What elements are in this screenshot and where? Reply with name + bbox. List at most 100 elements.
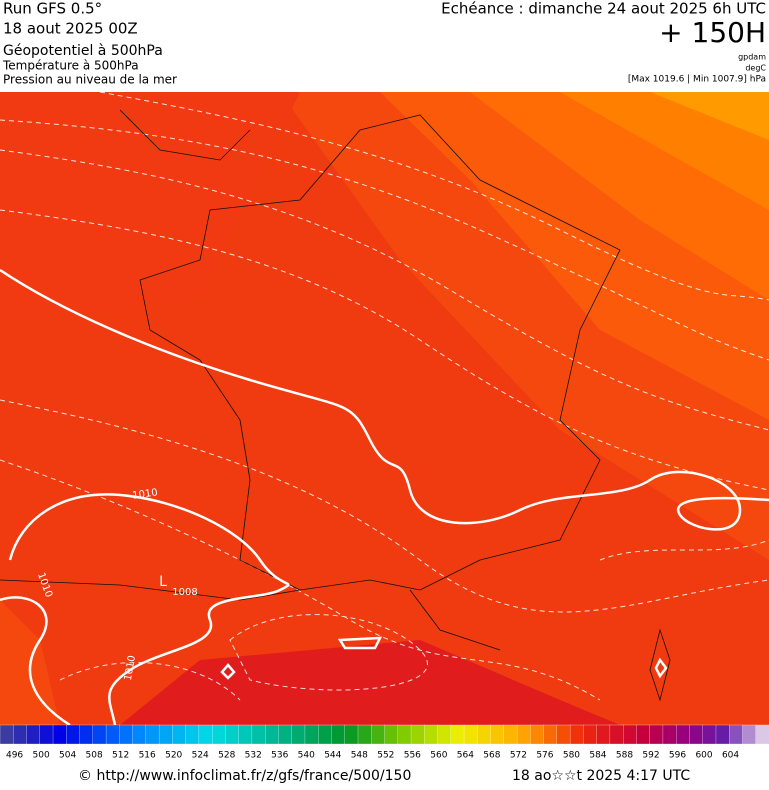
scale-label: 576 — [536, 751, 553, 761]
scale-swatch — [397, 724, 412, 745]
scale-label: 552 — [377, 751, 394, 761]
scale-label: 524 — [192, 751, 209, 761]
scale-swatch — [13, 724, 28, 745]
scale-swatch — [729, 724, 744, 745]
generated-time: 18 ao☆☆t 2025 4:17 UTC — [512, 768, 690, 784]
field-pressure: Pression au niveau de la mer — [3, 73, 177, 87]
scale-swatch — [477, 724, 492, 745]
scale-label: 540 — [298, 751, 315, 761]
scale-swatch — [278, 724, 293, 745]
scale-swatch — [79, 724, 94, 745]
scale-label: 604 — [722, 751, 739, 761]
scale-label: 528 — [218, 751, 235, 761]
temp-band — [120, 640, 620, 725]
lead-time: + 150H — [659, 16, 766, 49]
scale-swatch — [410, 724, 425, 745]
temp-band — [650, 92, 769, 140]
scale-label: 508 — [86, 751, 103, 761]
scale-swatch — [26, 724, 41, 745]
scale-label: 560 — [430, 751, 447, 761]
contour-label: 1010 — [123, 655, 138, 682]
country-borders — [0, 109, 671, 702]
scale-label: 532 — [245, 751, 262, 761]
scale-label: 588 — [616, 751, 633, 761]
scale-swatch — [318, 724, 333, 745]
scale-label: 600 — [695, 751, 712, 761]
temp-band — [560, 92, 769, 210]
scale-swatch — [556, 724, 571, 745]
unit-geo: gpdam — [738, 53, 766, 62]
scale-swatch — [132, 724, 147, 745]
scale-swatch — [265, 724, 280, 745]
scale-swatch — [105, 724, 120, 745]
scale-label: 572 — [510, 751, 527, 761]
scale-label: 512 — [112, 751, 129, 761]
scale-swatch — [357, 724, 372, 745]
scale-label: 544 — [324, 751, 341, 761]
scale-swatch — [755, 724, 769, 745]
scale-swatch — [39, 724, 54, 745]
run-title: Run GFS 0.5° — [3, 0, 102, 18]
scale-swatch — [158, 724, 174, 745]
scale-swatch — [530, 724, 545, 745]
scale-swatch — [662, 724, 677, 745]
geopotential-contours — [0, 92, 769, 701]
scale-swatch — [715, 724, 730, 745]
scale-swatch — [676, 724, 691, 745]
temp-band — [0, 92, 300, 320]
scale-swatch — [596, 724, 611, 745]
scale-swatch — [304, 724, 319, 745]
contour-label: L — [159, 574, 167, 590]
scale-swatch — [490, 724, 505, 745]
scale-swatch — [145, 724, 160, 745]
scale-swatch — [251, 724, 266, 745]
unit-temp: degC — [745, 64, 766, 73]
scale-swatch — [384, 724, 399, 745]
contour-label: 1008 — [172, 587, 197, 598]
scale-label: 564 — [457, 751, 474, 761]
scale-label: 568 — [483, 751, 500, 761]
valid-time: Echéance : dimanche 24 aout 2025 6h UTC — [441, 0, 766, 18]
scale-label: 556 — [404, 751, 421, 761]
scale-label: 516 — [139, 751, 156, 761]
scale-swatch — [569, 724, 585, 745]
scale-swatch — [291, 724, 306, 745]
scale-label: 548 — [351, 751, 368, 761]
scale-label: 520 — [165, 751, 182, 761]
field-main: Géopotentiel à 500hPa — [3, 43, 163, 59]
scale-label: 500 — [33, 751, 50, 761]
scale-swatch — [172, 724, 187, 745]
scale-swatch — [331, 724, 346, 745]
scale-swatch — [516, 724, 531, 745]
scale-label: 584 — [589, 751, 606, 761]
scale-swatch — [636, 724, 651, 745]
map — [0, 92, 769, 725]
field-temp: Température à 500hPa — [2, 59, 139, 73]
scale-label: 536 — [271, 751, 288, 761]
scale-swatch — [185, 724, 200, 745]
scale-label: 496 — [6, 751, 23, 761]
scale-swatch — [344, 724, 359, 745]
scale-swatch — [225, 724, 240, 745]
pressure-range: [Max 1019.6 | Min 1007.9] hPa — [628, 75, 766, 85]
scale-label: 596 — [669, 751, 686, 761]
scale-swatch — [437, 724, 452, 745]
scale-swatch — [689, 724, 704, 745]
scale-swatch — [0, 724, 14, 745]
scale-swatch — [623, 724, 638, 745]
scale-swatch — [66, 724, 81, 745]
contour-label: 1010 — [132, 487, 159, 501]
scale-swatch — [238, 724, 253, 745]
scale-swatch — [503, 724, 518, 745]
scale-swatch — [583, 724, 598, 745]
scale-swatch — [119, 724, 134, 745]
scale-swatch — [92, 724, 107, 745]
source-link: © http://www.infoclimat.fr/z/gfs/france/… — [78, 768, 411, 784]
scale-swatch — [424, 724, 439, 745]
scale-swatch — [742, 724, 757, 745]
isobars — [0, 268, 769, 725]
scale-swatch — [198, 724, 213, 745]
scale-swatch — [52, 724, 67, 745]
